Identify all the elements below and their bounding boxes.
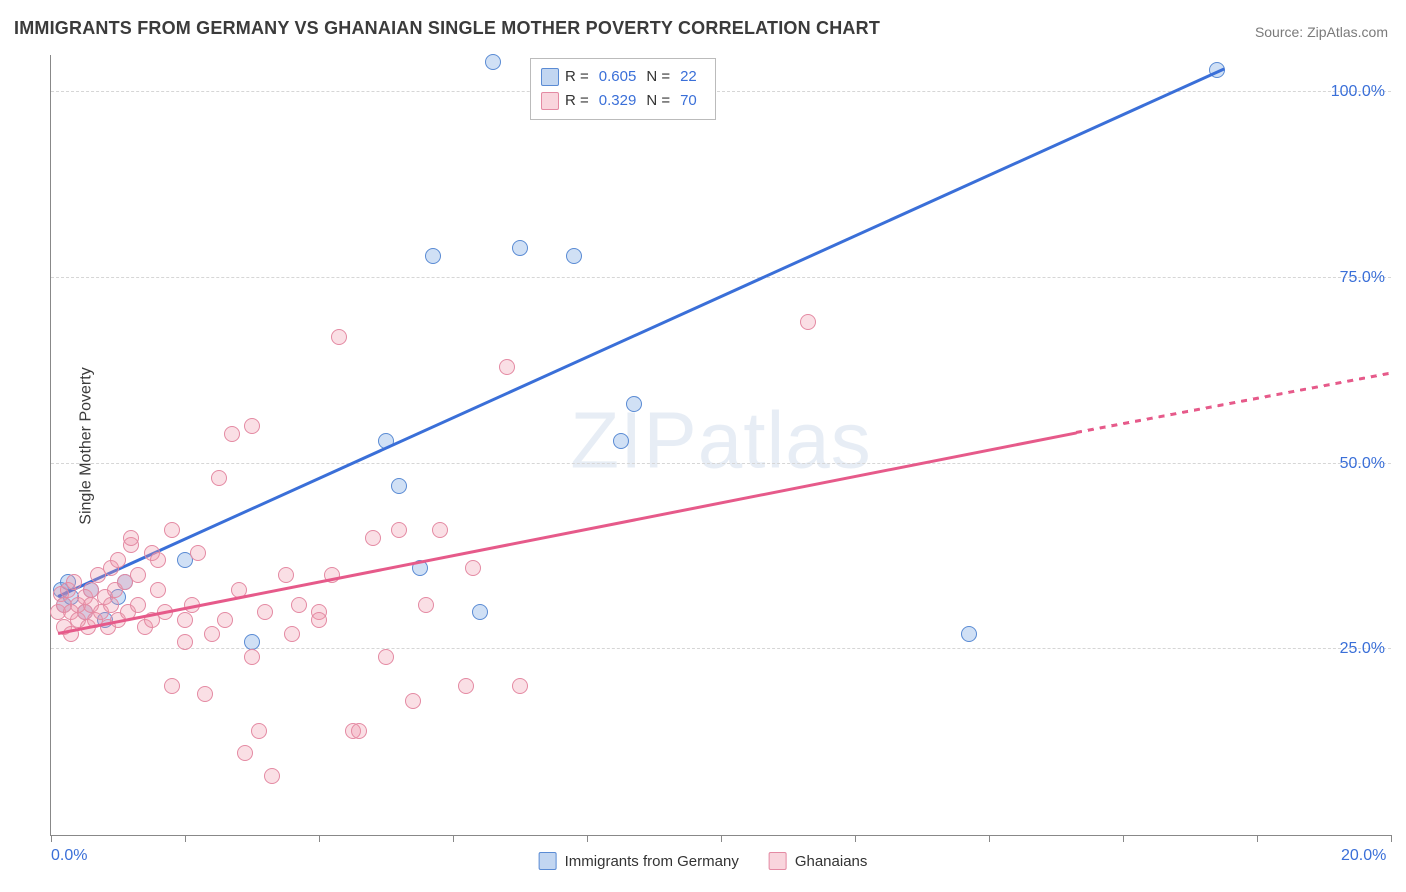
data-point — [130, 567, 146, 583]
data-point — [224, 426, 240, 442]
x-tick — [185, 835, 186, 842]
x-tick — [319, 835, 320, 842]
chart-title: IMMIGRANTS FROM GERMANY VS GHANAIAN SING… — [14, 18, 880, 39]
chart-container: IMMIGRANTS FROM GERMANY VS GHANAIAN SING… — [0, 0, 1406, 892]
r-value-germany: 0.605 — [595, 65, 641, 89]
source-prefix: Source: — [1255, 24, 1307, 40]
data-point — [418, 597, 434, 613]
data-point — [458, 678, 474, 694]
watermark-thin: atlas — [698, 395, 872, 484]
data-point — [264, 768, 280, 784]
data-point — [499, 359, 515, 375]
x-tick — [1123, 835, 1124, 842]
x-tick-label: 20.0% — [1341, 847, 1386, 865]
trend-line — [1076, 372, 1391, 434]
n-value-germany: 22 — [676, 65, 701, 89]
data-point — [378, 649, 394, 665]
data-point — [566, 248, 582, 264]
data-point — [150, 582, 166, 598]
legend-label-ghanaians: Ghanaians — [795, 853, 868, 870]
gridline — [51, 463, 1391, 464]
data-point — [190, 545, 206, 561]
y-tick-label: 25.0% — [1340, 640, 1385, 658]
data-point — [123, 530, 139, 546]
legend-label-germany: Immigrants from Germany — [565, 853, 739, 870]
legend-row-ghanaians: R = 0.329 N = 70 — [541, 89, 701, 113]
data-point — [405, 693, 421, 709]
data-point — [278, 567, 294, 583]
data-point — [331, 329, 347, 345]
y-tick-label: 50.0% — [1340, 455, 1385, 473]
source-name: ZipAtlas.com — [1307, 24, 1388, 40]
data-point — [800, 314, 816, 330]
data-point — [961, 626, 977, 642]
data-point — [251, 723, 267, 739]
x-tick — [587, 835, 588, 842]
x-tick — [1257, 835, 1258, 842]
n-label: N = — [646, 89, 670, 113]
gridline — [51, 91, 1391, 92]
data-point — [291, 597, 307, 613]
r-label: R = — [565, 89, 589, 113]
n-label: N = — [646, 65, 670, 89]
series-legend: Immigrants from Germany Ghanaians — [539, 852, 868, 870]
gridline — [51, 277, 1391, 278]
x-tick — [989, 835, 990, 842]
y-tick-label: 75.0% — [1340, 269, 1385, 287]
data-point — [365, 530, 381, 546]
data-point — [110, 552, 126, 568]
x-tick-label: 0.0% — [51, 847, 87, 865]
data-point — [512, 240, 528, 256]
data-point — [164, 522, 180, 538]
data-point — [465, 560, 481, 576]
x-tick — [1391, 835, 1392, 842]
data-point — [217, 612, 233, 628]
correlation-legend: R = 0.605 N = 22 R = 0.329 N = 70 — [530, 58, 716, 120]
x-tick — [855, 835, 856, 842]
swatch-blue — [539, 852, 557, 870]
data-point — [613, 433, 629, 449]
data-point — [211, 470, 227, 486]
data-point — [391, 478, 407, 494]
data-point — [177, 612, 193, 628]
data-point — [472, 604, 488, 620]
swatch-blue — [541, 68, 559, 86]
data-point — [197, 686, 213, 702]
y-tick-label: 100.0% — [1331, 83, 1385, 101]
data-point — [351, 723, 367, 739]
data-point — [177, 634, 193, 650]
data-point — [512, 678, 528, 694]
data-point — [150, 552, 166, 568]
r-label: R = — [565, 65, 589, 89]
x-tick — [721, 835, 722, 842]
data-point — [244, 649, 260, 665]
legend-row-germany: R = 0.605 N = 22 — [541, 65, 701, 89]
data-point — [391, 522, 407, 538]
data-point — [244, 634, 260, 650]
legend-item-germany: Immigrants from Germany — [539, 852, 739, 870]
x-tick — [51, 835, 52, 842]
data-point — [432, 522, 448, 538]
data-point — [257, 604, 273, 620]
plot-area: ZIPatlas 25.0%50.0%75.0%100.0%0.0%20.0% — [50, 55, 1391, 836]
legend-item-ghanaians: Ghanaians — [769, 852, 868, 870]
data-point — [626, 396, 642, 412]
source-attribution: Source: ZipAtlas.com — [1255, 24, 1388, 40]
data-point — [204, 626, 220, 642]
data-point — [485, 54, 501, 70]
data-point — [130, 597, 146, 613]
data-point — [284, 626, 300, 642]
data-point — [164, 678, 180, 694]
data-point — [311, 612, 327, 628]
data-point — [103, 597, 119, 613]
swatch-pink — [769, 852, 787, 870]
data-point — [66, 574, 82, 590]
swatch-pink — [541, 92, 559, 110]
n-value-ghanaians: 70 — [676, 89, 701, 113]
r-value-ghanaians: 0.329 — [595, 89, 641, 113]
data-point — [237, 745, 253, 761]
data-point — [244, 418, 260, 434]
data-point — [425, 248, 441, 264]
x-tick — [453, 835, 454, 842]
